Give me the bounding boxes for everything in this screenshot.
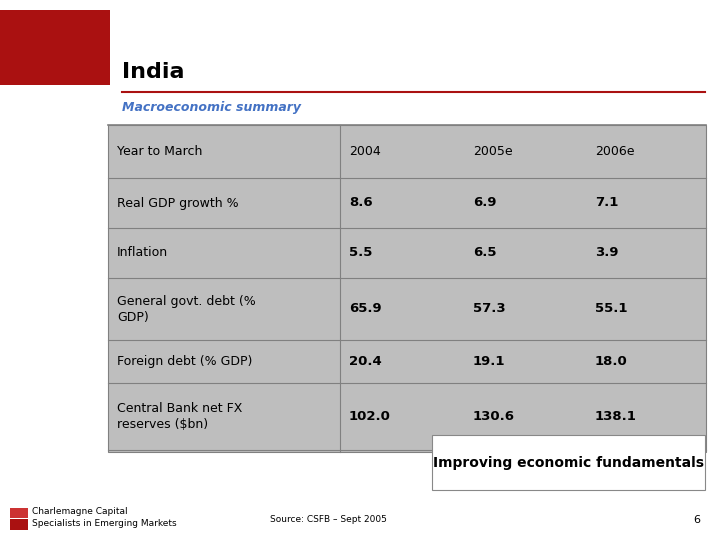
Bar: [0, 10, 110, 85]
Bar: [10, 519, 28, 530]
Text: Macroeconomic summary: Macroeconomic summary: [122, 102, 301, 114]
Text: Charlemagne Capital: Charlemagne Capital: [32, 508, 127, 516]
Text: Improving economic fundamentals: Improving economic fundamentals: [433, 456, 704, 469]
Text: 7.1: 7.1: [595, 197, 618, 210]
Text: India: India: [122, 62, 184, 82]
Text: 2006e: 2006e: [595, 145, 634, 158]
Text: 2005e: 2005e: [473, 145, 513, 158]
Text: 6: 6: [693, 515, 700, 525]
Text: General govt. debt (%
GDP): General govt. debt (% GDP): [117, 294, 256, 323]
Text: 2004: 2004: [349, 145, 381, 158]
Text: 3.9: 3.9: [595, 246, 618, 260]
Text: 18.0: 18.0: [595, 355, 628, 368]
Text: 57.3: 57.3: [473, 302, 505, 315]
Text: 6.9: 6.9: [473, 197, 497, 210]
Text: 130.6: 130.6: [473, 410, 515, 423]
Text: 6.5: 6.5: [473, 246, 497, 260]
Text: Real GDP growth %: Real GDP growth %: [117, 197, 238, 210]
Text: 65.9: 65.9: [349, 302, 382, 315]
Text: Specialists in Emerging Markets: Specialists in Emerging Markets: [32, 519, 176, 529]
Text: 19.1: 19.1: [473, 355, 505, 368]
Text: Central Bank net FX
reserves ($bn): Central Bank net FX reserves ($bn): [117, 402, 243, 431]
Text: 138.1: 138.1: [595, 410, 637, 423]
Text: 55.1: 55.1: [595, 302, 628, 315]
Bar: [432, 435, 705, 490]
Text: 102.0: 102.0: [349, 410, 391, 423]
Text: 5.5: 5.5: [349, 246, 372, 260]
Text: 20.4: 20.4: [349, 355, 382, 368]
Text: Source: CSFB – Sept 2005: Source: CSFB – Sept 2005: [270, 516, 387, 524]
Text: 8.6: 8.6: [349, 197, 373, 210]
Bar: [108, 125, 706, 452]
Bar: [10, 508, 28, 518]
Text: Foreign debt (% GDP): Foreign debt (% GDP): [117, 355, 253, 368]
Text: Inflation: Inflation: [117, 246, 168, 260]
Text: Year to March: Year to March: [117, 145, 202, 158]
